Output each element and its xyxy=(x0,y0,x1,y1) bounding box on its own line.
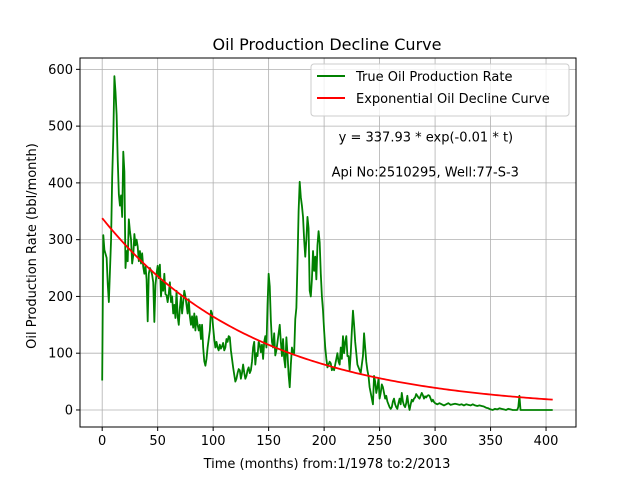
plot-frame xyxy=(79,57,577,428)
y-axis-ticks: 0 100 200 300 400 500 600 xyxy=(48,63,80,418)
x-axis-label: Time (months) from:1/1978 to:2/2013 xyxy=(203,457,451,472)
y-tick-label: 100 xyxy=(48,347,73,362)
x-tick-label: 300 xyxy=(423,434,448,449)
equation-annotation: y = 337.93 * exp(-0.01 * t) xyxy=(339,130,513,145)
x-tick-label: 200 xyxy=(312,434,337,449)
x-tick-label: 100 xyxy=(201,434,226,449)
x-tick-label: 150 xyxy=(256,434,281,449)
well-annotation: Api No:2510295, Well:77-S-3 xyxy=(332,166,519,181)
x-tick-label: 350 xyxy=(478,434,503,449)
series-true-production-line xyxy=(101,75,553,411)
plot-series xyxy=(101,75,553,411)
x-tick-label: 250 xyxy=(367,434,392,449)
grid-lines xyxy=(80,58,576,427)
legend-label-true-rate: True Oil Production Rate xyxy=(355,70,512,85)
y-tick-label: 0 xyxy=(65,403,73,418)
y-tick-label: 400 xyxy=(48,176,73,191)
x-tick-label: 50 xyxy=(149,434,166,449)
x-axis-ticks: 0 50 100 150 200 250 300 350 400 xyxy=(98,427,558,449)
y-axis-label: Oil Production Rate (bbl/month) xyxy=(25,143,40,349)
x-tick-label: 400 xyxy=(534,434,559,449)
legend: True Oil Production Rate Exponential Oil… xyxy=(310,63,570,117)
y-tick-label: 600 xyxy=(48,63,73,78)
y-tick-label: 300 xyxy=(48,233,73,248)
y-tick-label: 200 xyxy=(48,290,73,305)
chart-title: Oil Production Decline Curve xyxy=(213,35,442,54)
series-exponential-decline-line xyxy=(101,217,553,401)
legend-box xyxy=(310,63,570,117)
x-tick-label: 0 xyxy=(98,434,106,449)
legend-label-decline-curve: Exponential Oil Decline Curve xyxy=(356,92,550,107)
y-tick-label: 500 xyxy=(48,120,73,135)
